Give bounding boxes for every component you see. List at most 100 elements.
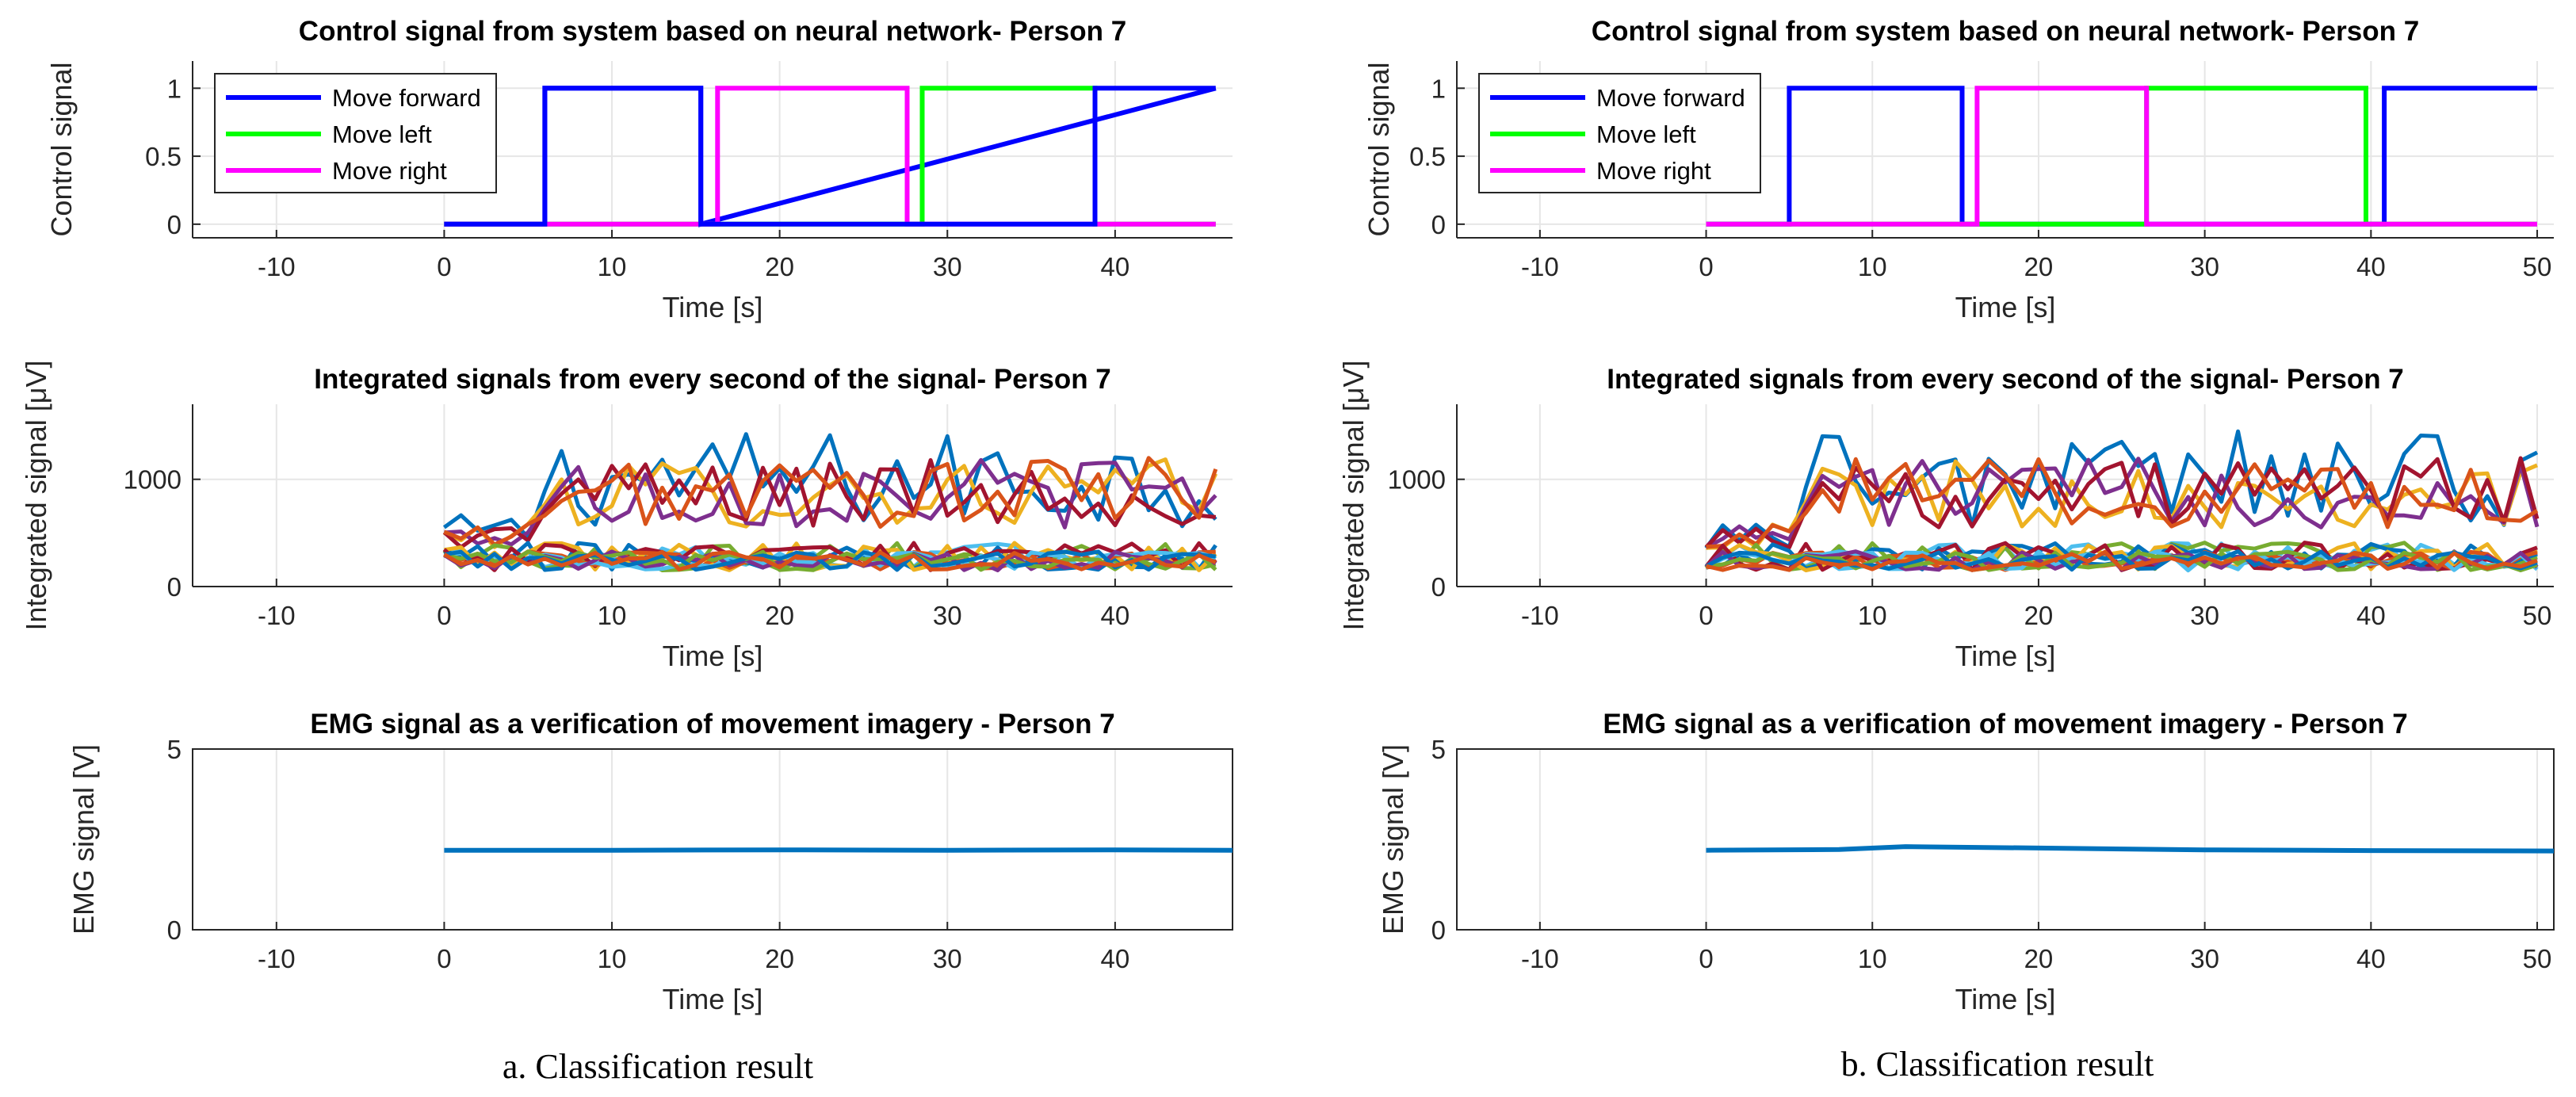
y-axis-label: Integrated signal [μV] <box>20 361 52 631</box>
x-axis-label: Time [s] <box>1955 291 2056 323</box>
x-tick-label: 30 <box>933 252 962 281</box>
x-axis-label: Time [s] <box>663 291 763 323</box>
legend-label: Move left <box>332 120 432 148</box>
legend-label: Move right <box>1596 157 1711 185</box>
series-line-move-forward <box>1706 86 2537 227</box>
y-tick-label: 0 <box>167 572 182 602</box>
x-tick-label: 20 <box>2024 944 2054 973</box>
legend-label: Move left <box>1596 120 1696 148</box>
y-axis-label: Integrated signal [μV] <box>1337 361 1370 631</box>
panel-caption: a. Classification result <box>503 1047 813 1086</box>
channel-trace <box>442 458 1217 549</box>
y-tick-label: 1 <box>167 74 182 103</box>
x-tick-label: -10 <box>1521 944 1559 973</box>
channel-trace <box>442 432 1217 540</box>
x-tick-label: 0 <box>1699 944 1713 973</box>
x-tick-label: 20 <box>765 252 794 281</box>
legend: Move forward Move left Move right <box>1478 73 1761 193</box>
channel-trace <box>1705 549 2538 572</box>
channel-trace <box>443 549 1217 572</box>
subplot-integrated: -10 0 10 20 30 40 0 1000 Integrated signals from… <box>20 361 1233 672</box>
subplot-title: Integrated signals from every second of … <box>314 364 1111 395</box>
y-tick-label: 0 <box>167 915 182 945</box>
x-tick-label: 30 <box>2190 601 2219 630</box>
subplot-title: Control signal from system based on neur… <box>299 16 1126 47</box>
y-axis-label: Control signal <box>45 62 78 236</box>
x-tick-label: 20 <box>765 944 794 973</box>
x-tick-label: -10 <box>258 601 296 630</box>
x-tick-label: 10 <box>1858 252 1887 281</box>
legend: Move forward Move left Move right <box>214 73 497 193</box>
x-axis-label: Time [s] <box>1955 640 2056 672</box>
y-tick-label: 5 <box>1431 735 1446 764</box>
channel-trace <box>1706 457 2539 549</box>
x-tick-label: 50 <box>2523 252 2552 281</box>
x-tick-label: 0 <box>437 944 451 973</box>
subplot-title: Integrated signals from every second of … <box>1607 364 2404 395</box>
y-tick-label: 5 <box>167 735 182 764</box>
subplot-emg: -10 0 10 20 30 40 50 0 5 EMG signal as a verifica… <box>1377 709 2555 1015</box>
legend-label: Move forward <box>332 84 481 112</box>
x-axis-label: Time [s] <box>663 983 763 1015</box>
panel-caption: b. Classification result <box>1841 1045 2154 1084</box>
axes-box <box>192 748 1233 931</box>
emg-trace <box>1706 844 2555 854</box>
legend-label: Move right <box>332 157 447 185</box>
y-tick-label: 0 <box>1431 572 1446 602</box>
channel-trace <box>442 541 1217 572</box>
series-line-move-right <box>1706 86 2537 227</box>
legend-label: Move forward <box>1596 84 1745 112</box>
x-tick-label: 0 <box>1699 601 1713 630</box>
x-tick-label: -10 <box>1521 601 1559 630</box>
x-tick-label: 0 <box>437 601 451 630</box>
y-tick-label: 0.5 <box>1409 142 1446 171</box>
subplot-emg: -10 0 10 20 30 40 0 5 EMG signal as a verificati… <box>67 709 1233 1015</box>
channel-trace <box>443 549 1217 571</box>
subplot-title: EMG signal as a verification of movement… <box>1603 709 2407 740</box>
x-tick-label: 30 <box>933 944 962 973</box>
subplot-integrated: -10 0 10 20 30 40 50 0 1000 Integrated signals fr… <box>1337 361 2554 672</box>
y-tick-label: 1000 <box>124 465 182 495</box>
subplot-control: -10 0 10 20 30 40 0 0.5 1 Control signal from sys… <box>45 16 1233 323</box>
channel-trace <box>444 549 1217 572</box>
y-tick-label: 1000 <box>1388 465 1446 495</box>
x-tick-label: 10 <box>598 252 627 281</box>
x-tick-label: 10 <box>1858 601 1887 630</box>
x-tick-label: 40 <box>2356 252 2386 281</box>
panel-a: -10 0 10 20 30 40 0 0.5 1 Control signal from sys… <box>20 16 1233 1086</box>
subplot-control: -10 0 10 20 30 40 50 0 0.5 1 Control signal from s… <box>1363 16 2554 323</box>
y-tick-label: 0.5 <box>145 142 182 171</box>
x-tick-label: 0 <box>437 252 451 281</box>
x-tick-label: -10 <box>258 252 296 281</box>
x-tick-label: 30 <box>933 601 962 630</box>
x-tick-label: 40 <box>1101 601 1130 630</box>
x-axis-label: Time [s] <box>1955 983 2056 1015</box>
y-axis-label: Control signal <box>1363 62 1395 236</box>
y-tick-label: 1 <box>1431 74 1446 103</box>
x-tick-label: 10 <box>1858 944 1887 973</box>
x-tick-label: 10 <box>598 601 627 630</box>
x-tick-label: 20 <box>765 601 794 630</box>
x-tick-label: 30 <box>2190 944 2219 973</box>
channel-trace <box>443 456 1218 547</box>
channel-trace <box>444 457 1217 547</box>
x-tick-label: -10 <box>1521 252 1559 281</box>
series-line-move-forward-step <box>444 86 1216 227</box>
y-axis-label: EMG signal [V] <box>67 744 100 935</box>
channel-trace <box>1704 429 2539 549</box>
x-tick-label: 0 <box>1699 252 1713 281</box>
channel-trace <box>1706 459 2538 550</box>
axes-box <box>1456 748 2555 931</box>
x-tick-label: -10 <box>258 944 296 973</box>
subplot-title: EMG signal as a verification of movement… <box>310 709 1114 740</box>
x-tick-label: 50 <box>2523 944 2552 973</box>
x-tick-label: 20 <box>2024 601 2054 630</box>
x-tick-label: 50 <box>2523 601 2552 630</box>
x-tick-label: 20 <box>2024 252 2054 281</box>
x-tick-label: 40 <box>1101 944 1130 973</box>
x-axis-label: Time [s] <box>663 640 763 672</box>
x-tick-label: 40 <box>1101 252 1130 281</box>
x-tick-label: 30 <box>2190 252 2219 281</box>
y-tick-label: 0 <box>167 210 182 239</box>
